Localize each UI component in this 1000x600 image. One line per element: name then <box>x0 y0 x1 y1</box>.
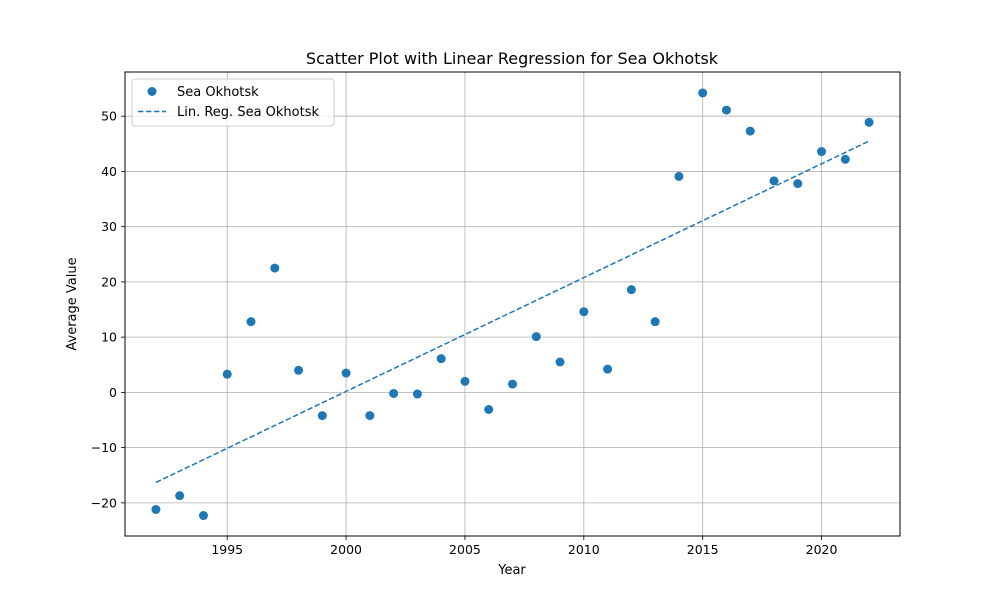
y-tick-label: 50 <box>101 109 117 124</box>
data-point <box>175 491 185 501</box>
data-point <box>840 154 850 164</box>
y-tick-label: −10 <box>91 440 117 455</box>
data-point <box>270 263 280 273</box>
x-axis-title: Year <box>497 563 526 578</box>
data-point <box>674 171 684 181</box>
data-point <box>246 317 256 327</box>
y-tick-label: 0 <box>109 385 117 400</box>
x-tick-label: 2000 <box>330 542 362 557</box>
y-axis: −20 −10 0 10 20 30 40 50 <box>91 109 125 510</box>
data-point <box>698 88 708 98</box>
data-point <box>484 405 494 415</box>
x-tick-label: 2005 <box>449 542 481 557</box>
data-point <box>650 317 660 327</box>
legend: Sea Okhotsk Lin. Reg. Sea Okhotsk <box>131 78 335 127</box>
data-point <box>198 511 208 521</box>
data-point <box>721 105 731 115</box>
plot-area <box>151 88 874 521</box>
y-axis-title: Average Value <box>65 257 80 350</box>
legend-label-scatter: Sea Okhotsk <box>177 85 259 100</box>
data-point <box>626 285 636 295</box>
data-point <box>769 176 779 186</box>
data-point <box>294 365 304 375</box>
x-axis: 1995 2000 2005 2010 2015 2020 <box>211 536 838 557</box>
regression-line <box>155 140 870 484</box>
legend-label-line: Lin. Reg. Sea Okhotsk <box>177 105 319 120</box>
data-point <box>579 307 589 317</box>
data-point <box>555 357 565 367</box>
data-point <box>341 368 351 378</box>
x-tick-label: 1995 <box>211 542 243 557</box>
data-point <box>365 411 375 421</box>
legend-frame <box>131 78 335 127</box>
y-tick-label: −20 <box>91 495 117 510</box>
data-point <box>745 126 755 136</box>
data-point <box>151 504 161 514</box>
data-point <box>531 332 541 342</box>
data-point <box>460 376 470 386</box>
x-tick-label: 2010 <box>568 542 600 557</box>
data-point <box>389 388 399 398</box>
chart-title: Scatter Plot with Linear Regression for … <box>306 49 719 68</box>
y-tick-label: 10 <box>101 330 117 345</box>
data-point <box>317 411 327 421</box>
data-point <box>508 379 517 389</box>
data-point <box>793 179 803 189</box>
x-tick-label: 2020 <box>806 542 838 557</box>
data-point <box>436 354 446 364</box>
x-tick-label: 2015 <box>687 542 719 557</box>
data-point <box>603 364 613 374</box>
data-point <box>817 147 827 157</box>
axes-frame <box>124 71 901 537</box>
grid <box>125 72 900 536</box>
y-tick-label: 20 <box>101 274 117 289</box>
data-point <box>222 369 232 379</box>
data-point <box>864 117 874 127</box>
y-tick-label: 30 <box>101 219 117 234</box>
y-tick-label: 40 <box>101 164 117 179</box>
data-point <box>412 389 422 399</box>
legend-marker-scatter <box>147 87 157 96</box>
